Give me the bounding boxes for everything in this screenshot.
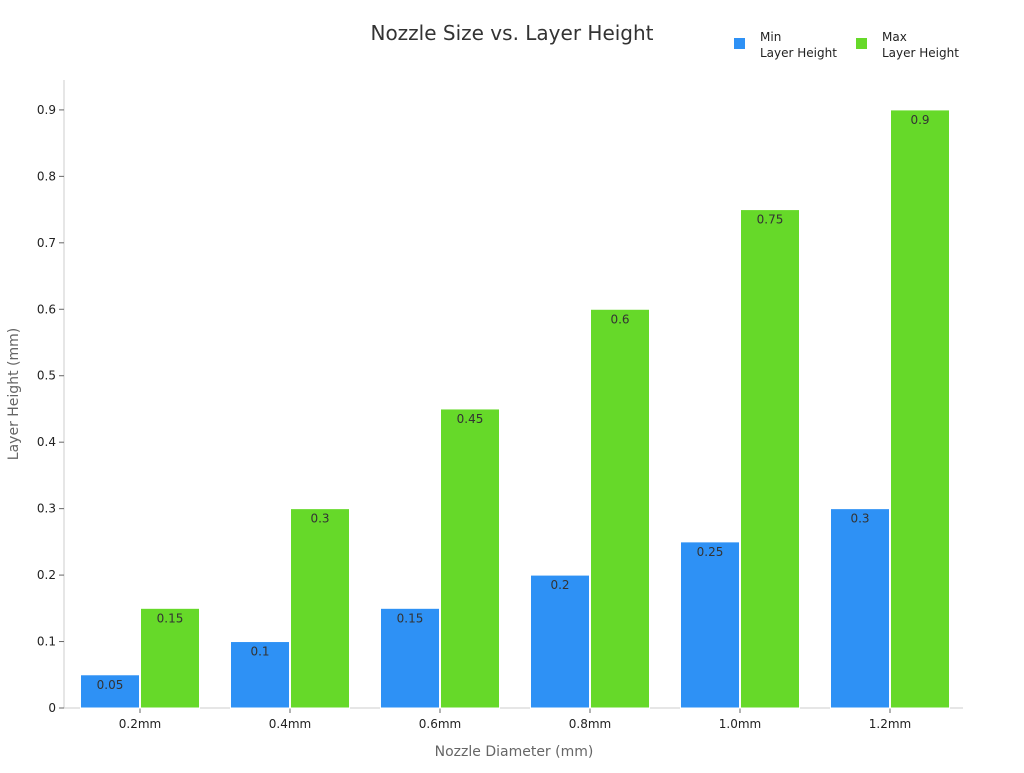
y-tick-label: 0.2 bbox=[37, 568, 56, 582]
bar-max bbox=[890, 109, 950, 709]
y-tick-label: 0.6 bbox=[37, 302, 56, 316]
legend-label: Max bbox=[882, 30, 907, 44]
bar-max bbox=[290, 508, 350, 709]
y-axis-title: Layer Height (mm) bbox=[6, 328, 22, 460]
bar-max bbox=[590, 308, 650, 709]
y-tick-label: 0.7 bbox=[37, 236, 56, 250]
bar-min bbox=[380, 607, 440, 709]
bar-value-label: 0.15 bbox=[157, 611, 184, 625]
bar-value-label: 0.1 bbox=[250, 645, 269, 659]
plot-area: 0 0.1 0.2 0.3 0.4 0.5 0.6 0.7 0.8 0.9 0.2mm 0.05 0.1… bbox=[37, 80, 963, 731]
bar-min bbox=[80, 674, 140, 709]
legend-label: Layer Height bbox=[882, 46, 959, 60]
bar-min bbox=[830, 508, 890, 709]
y-tick-label: 0.3 bbox=[37, 502, 56, 516]
bar-value-label: 0.15 bbox=[397, 611, 424, 625]
legend-swatch bbox=[734, 38, 745, 49]
bar-value-label: 0.9 bbox=[910, 113, 929, 127]
x-tick-label: 0.6mm bbox=[419, 717, 461, 731]
chart-title: Nozzle Size vs. Layer Height bbox=[370, 21, 653, 45]
bar-value-label: 0.3 bbox=[310, 512, 329, 526]
bar-value-label: 0.6 bbox=[610, 312, 629, 326]
x-tick-label: 0.2mm bbox=[119, 717, 161, 731]
bar-max bbox=[440, 408, 500, 709]
bar-max bbox=[140, 607, 200, 709]
bar-max bbox=[740, 209, 800, 709]
y-tick-label: 0.8 bbox=[37, 169, 56, 183]
y-tick-label: 0.4 bbox=[37, 435, 56, 449]
x-tick-label: 0.4mm bbox=[269, 717, 311, 731]
x-axis-title: Nozzle Diameter (mm) bbox=[435, 744, 594, 760]
bar-min bbox=[530, 574, 590, 709]
y-tick-label: 0.9 bbox=[37, 103, 56, 117]
bar-value-label: 0.25 bbox=[697, 545, 724, 559]
bar-value-label: 0.2 bbox=[550, 578, 569, 592]
bar-value-label: 0.3 bbox=[850, 512, 869, 526]
x-tick-label: 1.2mm bbox=[869, 717, 911, 731]
bar-min bbox=[680, 541, 740, 709]
x-tick-label: 1.0mm bbox=[719, 717, 761, 731]
legend-swatch bbox=[856, 38, 867, 49]
y-tick-label: 0.5 bbox=[37, 369, 56, 383]
bar-value-label: 0.05 bbox=[97, 678, 124, 692]
legend-label: Layer Height bbox=[760, 46, 837, 60]
legend: Min Layer Height Max Layer Height bbox=[734, 30, 959, 60]
bar-min bbox=[230, 641, 290, 709]
y-tick-label: 0 bbox=[48, 701, 56, 715]
y-tick-label: 0.1 bbox=[37, 635, 56, 649]
bar-value-label: 0.45 bbox=[457, 412, 484, 426]
legend-label: Min bbox=[760, 30, 781, 44]
bar-value-label: 0.75 bbox=[757, 213, 784, 227]
x-tick-label: 0.8mm bbox=[569, 717, 611, 731]
